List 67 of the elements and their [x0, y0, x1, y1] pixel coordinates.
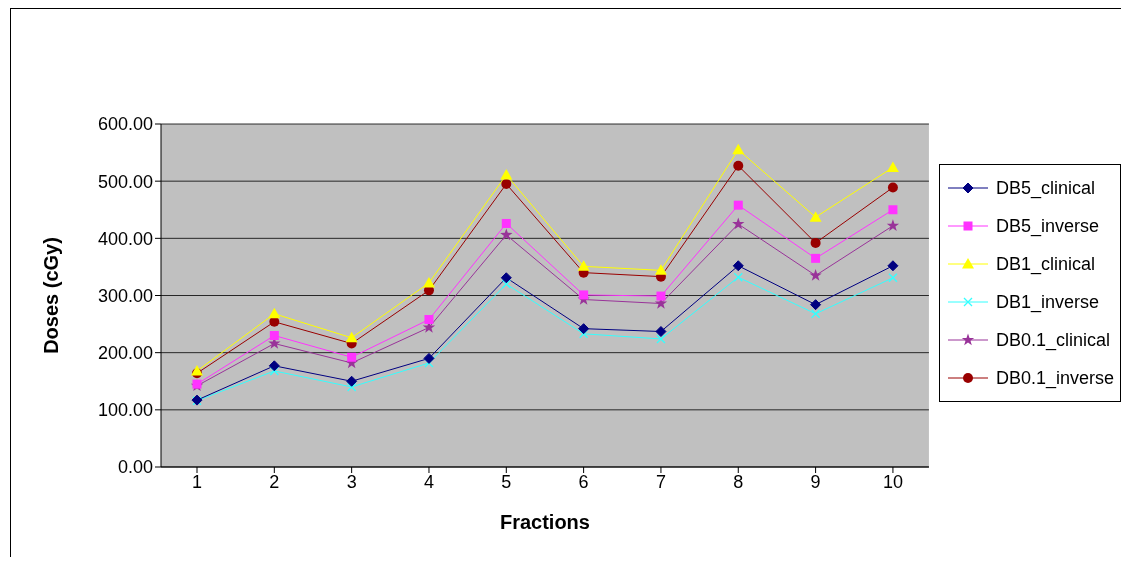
point	[888, 273, 898, 283]
point	[424, 315, 434, 325]
point	[501, 218, 511, 228]
legend-label: DB0.1_clinical	[995, 329, 1110, 351]
point	[655, 326, 667, 338]
x-tick-label: 4	[423, 471, 434, 492]
x-tick-label: 8	[733, 471, 744, 492]
y-axis-title: Doses (cGy)	[40, 237, 63, 354]
point	[268, 307, 281, 319]
point	[732, 143, 745, 155]
point	[345, 331, 358, 343]
point	[810, 237, 821, 248]
x-tick-label: 5	[501, 471, 512, 492]
point	[578, 323, 590, 335]
point	[888, 205, 898, 215]
point	[733, 272, 743, 282]
legend-label: DB5_inverse	[995, 215, 1099, 237]
legend-label: DB5_clinical	[995, 177, 1095, 199]
point	[656, 291, 666, 301]
point	[501, 179, 512, 190]
y-tick-label: 400.00	[97, 228, 153, 249]
legend-label: DB1_inverse	[995, 291, 1099, 313]
point	[809, 268, 822, 281]
point	[579, 290, 589, 300]
x-tick-label: 9	[810, 471, 821, 492]
x-tick-label: 7	[655, 471, 666, 492]
point	[654, 264, 667, 275]
point	[347, 382, 357, 392]
y-tick-label: 600.00	[97, 114, 153, 135]
point	[500, 168, 513, 180]
point	[732, 260, 744, 272]
point	[423, 352, 435, 364]
point	[656, 334, 666, 344]
point	[346, 375, 358, 387]
point	[577, 260, 590, 271]
point	[422, 276, 435, 288]
point	[578, 329, 589, 339]
point	[269, 331, 279, 341]
point	[811, 253, 821, 263]
y-tick-label: 300.00	[97, 285, 153, 306]
point	[732, 217, 745, 230]
y-tick-label: 100.00	[97, 400, 153, 421]
legend-label: DB0.1_inverse	[995, 367, 1114, 389]
point	[268, 360, 280, 372]
point	[810, 309, 821, 319]
point	[809, 211, 822, 222]
point	[887, 182, 898, 193]
point	[500, 228, 513, 241]
x-tick-label: 6	[578, 471, 589, 492]
point	[500, 272, 512, 284]
x-tick-label: 3	[346, 471, 357, 492]
legend-label: DB1_clinical	[995, 253, 1095, 275]
y-tick-label: 0.00	[117, 457, 153, 478]
point	[347, 352, 357, 362]
x-tick-label: 1	[191, 471, 203, 492]
x-tick-label: 10	[882, 471, 903, 492]
point	[733, 200, 743, 210]
point	[887, 260, 899, 272]
y-tick-label: 200.00	[97, 343, 153, 364]
point	[886, 161, 899, 172]
point	[810, 299, 822, 311]
x-axis-title: Fractions	[499, 511, 590, 533]
point	[501, 279, 511, 289]
point	[733, 160, 744, 171]
x-tick-label: 2	[269, 471, 280, 492]
y-tick-label: 500.00	[97, 171, 153, 192]
point	[886, 219, 900, 232]
